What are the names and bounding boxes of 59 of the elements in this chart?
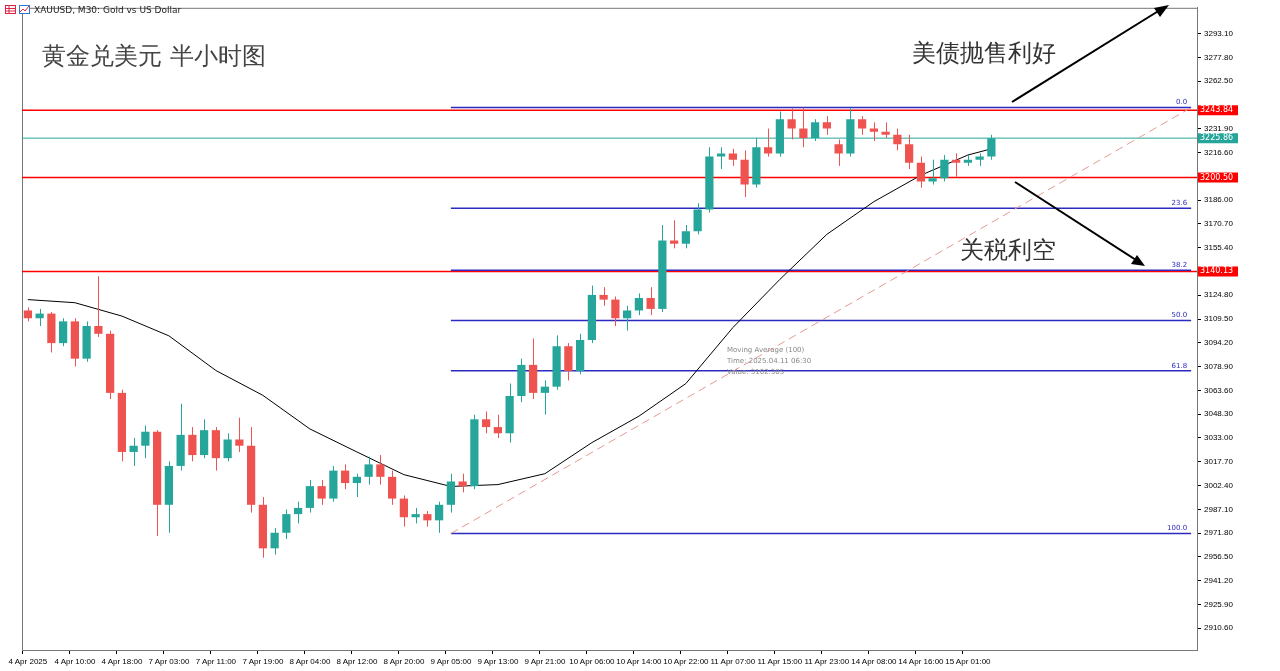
annotation: 美债抛售利好 xyxy=(912,39,1056,68)
chart-subtitle: XAUUSD, M30: Gold vs US Dollar xyxy=(34,5,182,15)
ref-line-label: 3225.86 xyxy=(1200,133,1234,143)
y-tick-label: 3033.00 xyxy=(1204,433,1234,443)
x-tick-label: 8 Apr 20:00 xyxy=(383,657,425,666)
y-tick-label: 3262.50 xyxy=(1204,76,1234,86)
x-tick-label: 10 Apr 22:00 xyxy=(663,657,710,666)
annotation: 关税利空 xyxy=(960,236,1056,265)
candlestick xyxy=(599,286,608,307)
x-tick-label: 7 Apr 11:00 xyxy=(195,657,237,666)
candlestick xyxy=(858,115,867,136)
candlestick xyxy=(717,146,726,170)
y-tick-label: 3017.70 xyxy=(1204,456,1234,466)
y-tick-label: 2956.50 xyxy=(1204,552,1234,562)
x-tick-label: 8 Apr 04:00 xyxy=(289,657,331,666)
x-tick-label: 9 Apr 05:00 xyxy=(430,657,472,666)
ref-line-label: 3140.13 xyxy=(1200,266,1234,276)
candlestick xyxy=(787,107,796,140)
y-tick-label: 3186.00 xyxy=(1204,195,1234,205)
y-tick-label: 2987.10 xyxy=(1204,504,1234,514)
x-tick-label: 10 Apr 06:00 xyxy=(569,657,616,666)
y-tick-label: 3216.60 xyxy=(1204,147,1234,157)
y-tick-label: 3094.20 xyxy=(1204,338,1234,348)
x-tick-label: 9 Apr 13:00 xyxy=(477,657,519,666)
y-tick-label: 3078.90 xyxy=(1204,361,1234,371)
x-tick-label: 11 Apr 23:00 xyxy=(804,657,850,666)
candlestick xyxy=(822,115,831,136)
y-tick-label: 3002.40 xyxy=(1204,480,1234,490)
y-tick-label: 2910.60 xyxy=(1204,623,1234,633)
ref-line-label: 3200.50 xyxy=(1200,172,1234,182)
x-tick-label: 7 Apr 19:00 xyxy=(242,657,284,666)
y-tick-label: 2971.80 xyxy=(1204,528,1234,538)
x-tick-label: 4 Apr 10:00 xyxy=(54,657,96,666)
y-tick-label: 3293.10 xyxy=(1204,28,1234,38)
text: 黄金兑美元 半小时图 xyxy=(42,41,266,72)
y-tick-label: 2925.90 xyxy=(1204,599,1234,609)
y-tick-label: 3277.80 xyxy=(1204,52,1234,62)
x-tick-label: 4 Apr 18:00 xyxy=(101,657,143,666)
candlestick xyxy=(458,473,467,493)
y-tick-label: 3155.40 xyxy=(1204,242,1234,252)
y-tick-label: 2941.20 xyxy=(1204,575,1234,585)
x-tick-label: 4 Apr 2025 xyxy=(8,657,48,666)
y-tick-label: 3109.50 xyxy=(1204,314,1234,324)
y-tick-label: 3124.80 xyxy=(1204,290,1234,300)
x-tick-label: 11 Apr 15:00 xyxy=(757,657,803,666)
candlestick xyxy=(728,148,737,167)
x-tick-label: 10 Apr 14:00 xyxy=(616,657,663,666)
x-tick-label: 11 Apr 07:00 xyxy=(710,657,756,666)
ref-line-label: 3243.84 xyxy=(1200,105,1234,115)
y-tick-label: 3048.30 xyxy=(1204,409,1234,419)
x-tick-label: 14 Apr 08:00 xyxy=(851,657,898,666)
y-tick-label: 3063.60 xyxy=(1204,385,1234,395)
y-tick-label: 3231.90 xyxy=(1204,123,1234,133)
x-tick-label: 8 Apr 12:00 xyxy=(336,657,378,666)
x-tick-label: 9 Apr 21:00 xyxy=(524,657,566,666)
x-tick-label: 14 Apr 16:00 xyxy=(898,657,945,666)
x-tick-label: 15 Apr 01:00 xyxy=(945,657,992,666)
y-tick-label: 3170.70 xyxy=(1204,219,1234,229)
x-tick-label: 7 Apr 03:00 xyxy=(148,657,190,666)
